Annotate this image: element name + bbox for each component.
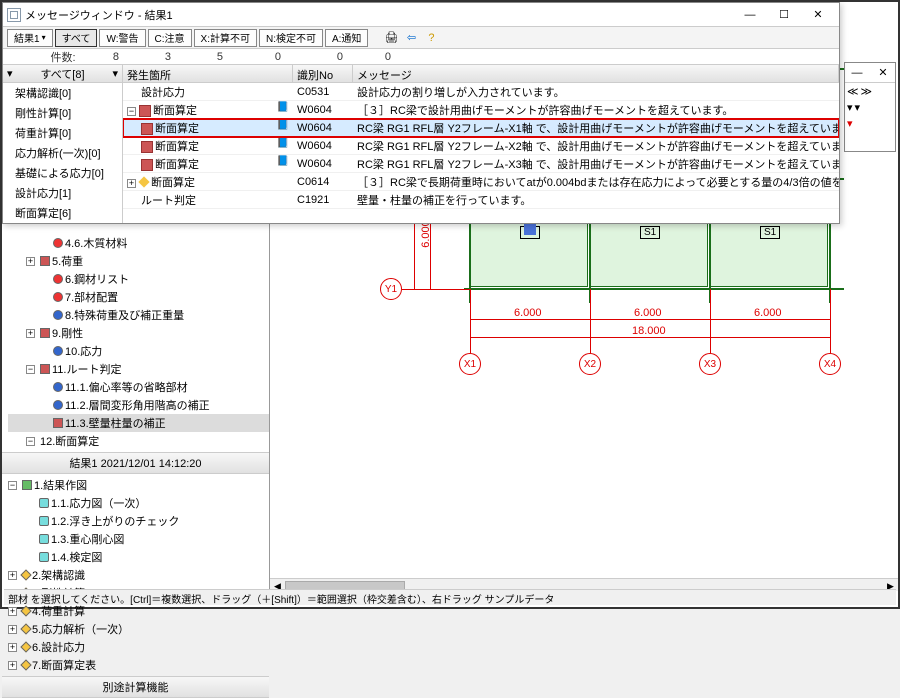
filter-4[interactable]: N:検定不可 (259, 29, 323, 47)
tree-item[interactable]: 1.3.重心剛心図 (8, 530, 269, 548)
peek-close[interactable]: ✕ (871, 63, 895, 83)
message-table: 発生箇所 識別No メッセージ 設計応力C0531設計応力の割り増しが入力されて… (123, 65, 839, 223)
message-row[interactable]: ルート判定C1921壁量・柱量の補正を行っています。 (123, 191, 839, 209)
message-row[interactable]: 設計応力C0531設計応力の割り増しが入力されています。 (123, 83, 839, 101)
tree-item[interactable]: +9.剛性 (8, 324, 269, 342)
message-row[interactable]: 断面算定📘W0604RC梁 RG1 RFL層 Y2フレーム-X3軸 で、設計用曲… (123, 155, 839, 173)
tree-item[interactable]: +7.断面算定表 (8, 656, 269, 674)
msg-maximize-button[interactable]: ☐ (767, 5, 801, 25)
message-row[interactable]: −断面算定📘W0604［３］RC梁で設計用曲げモーメントが許容曲げモーメントを超… (123, 101, 839, 119)
category-item[interactable]: 荷重計算[0] (3, 123, 122, 143)
tree-item[interactable]: 1.2.浮き上がりのチェック (8, 512, 269, 530)
secondary-window-peek: — ✕ ≪≫ ▾▾ ▾ (844, 62, 896, 152)
results-tree-header: 結果1 2021/12/01 14:12:20 (2, 452, 269, 474)
message-row[interactable]: 断面算定📘W0604RC梁 RG1 RFL層 Y2フレーム-X1軸 で、設計用曲… (123, 119, 839, 137)
tree-item[interactable]: +5.応力解析（一次） (8, 620, 269, 638)
message-row[interactable]: +断面算定C0614［３］RC梁で長期荷重時においてatが0.004bdまたは存… (123, 173, 839, 191)
back-icon[interactable]: ⇦ (402, 29, 420, 47)
y-axis-bubble: Y1 (380, 278, 402, 300)
tree-item[interactable]: 8.特殊荷重及び補正重量 (8, 306, 269, 324)
message-counts-row: 件数: 835000 (3, 49, 839, 65)
message-row[interactable]: 断面算定📘W0604RC梁 RG1 RFL層 Y2フレーム-X2軸 で、設計用曲… (123, 137, 839, 155)
slab-label: S1 (760, 226, 780, 239)
message-window-title: メッセージウィンドウ - 結果1 (25, 7, 733, 23)
msg-close-button[interactable]: ✕ (801, 5, 835, 25)
slab-label: S1 (640, 226, 660, 239)
x-axis-bubble: X3 (699, 353, 721, 375)
tree-item[interactable]: 1.1.応力図（一次） (8, 494, 269, 512)
message-titlebar[interactable]: メッセージウィンドウ - 結果1 — ☐ ✕ (3, 3, 839, 27)
tree-item[interactable]: −12.断面算定 (8, 432, 269, 450)
category-item[interactable]: 設計応力[1] (3, 183, 122, 203)
results-tree[interactable]: −1.結果作図1.1.応力図（一次）1.2.浮き上がりのチェック1.3.重心剛心… (2, 474, 269, 676)
filter-5[interactable]: A:通知 (325, 29, 368, 47)
tree-item[interactable]: 4.6.木質材料 (8, 234, 269, 252)
col-id[interactable]: 識別No (293, 65, 353, 82)
filter-2[interactable]: C:注意 (148, 29, 192, 47)
count-label: 件数: (43, 49, 83, 65)
tree-item[interactable]: 11.2.層間変形角用階高の補正 (8, 396, 269, 414)
message-table-head: 発生箇所 識別No メッセージ (123, 65, 839, 83)
message-window: メッセージウィンドウ - 結果1 — ☐ ✕ 結果1 すべてW:警告C:注意X:… (2, 2, 840, 224)
filter-1[interactable]: W:警告 (99, 29, 145, 47)
print-icon[interactable]: 🖨 (382, 29, 400, 47)
tree-item[interactable]: 11.1.偏心率等の省略部材 (8, 378, 269, 396)
result-dropdown[interactable]: 結果1 (7, 29, 53, 47)
x-axis-bubble: X1 (459, 353, 481, 375)
category-item[interactable]: 応力解析(一次)[0] (3, 143, 122, 163)
filter-3[interactable]: X:計算不可 (194, 29, 257, 47)
col-message[interactable]: メッセージ (353, 65, 839, 82)
sidebar-header[interactable]: ▾すべて[8]▾ (3, 65, 122, 83)
help-icon[interactable]: ? (422, 29, 440, 47)
x-axis-bubble: X2 (579, 353, 601, 375)
tree-item[interactable]: 10.応力 (8, 342, 269, 360)
x-axis-bubble: X4 (819, 353, 841, 375)
tree-item[interactable]: 6.鋼材リスト (8, 270, 269, 288)
col-origin[interactable]: 発生箇所 (123, 65, 293, 82)
tree-item[interactable]: +6.設計応力 (8, 638, 269, 656)
model-tree[interactable]: 4.6.木質材料+5.荷重6.鋼材リスト7.部材配置8.特殊荷重及び補正重量+9… (2, 232, 269, 452)
status-bar: 部材 を選択してください。[Ctrl]＝複数選択、ドラッグ（＋[Shift]）＝… (4, 589, 896, 605)
tree-item[interactable]: 7.部材配置 (8, 288, 269, 306)
tree-item[interactable]: +2.架構認識 (8, 566, 269, 584)
tree-item[interactable]: 1.4.検定図 (8, 548, 269, 566)
peek-minimize[interactable]: — (845, 63, 869, 83)
category-item[interactable]: 断面算定[6] (3, 203, 122, 223)
tree-item[interactable]: 11.3.壁量柱量の補正 (8, 414, 269, 432)
window-icon (7, 8, 21, 22)
tree-item[interactable]: +5.荷重 (8, 252, 269, 270)
category-item[interactable]: 剛性計算[0] (3, 103, 122, 123)
msg-minimize-button[interactable]: — (733, 5, 767, 25)
other-calc-header: 別途計算機能 (2, 676, 269, 698)
tree-item[interactable]: −1.結果作図 (8, 476, 269, 494)
filter-0[interactable]: すべて (55, 29, 98, 47)
category-item[interactable]: 基礎による応力[0] (3, 163, 122, 183)
category-item[interactable]: 架構認識[0] (3, 83, 122, 103)
message-category-sidebar: ▾すべて[8]▾ 架構認識[0]剛性計算[0]荷重計算[0]応力解析(一次)[0… (3, 65, 123, 223)
message-toolbar: 結果1 すべてW:警告C:注意X:計算不可N:検定不可A:通知 🖨 ⇦ ? (3, 27, 839, 49)
tree-item[interactable]: −11.ルート判定 (8, 360, 269, 378)
